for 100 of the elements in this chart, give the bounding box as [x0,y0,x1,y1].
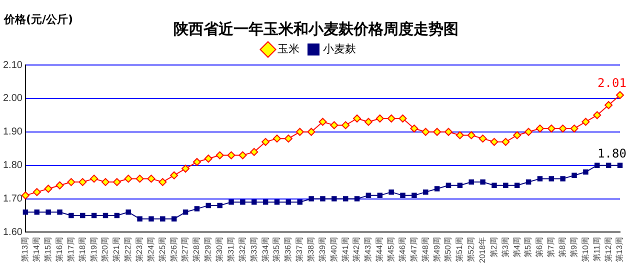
y-tick-label: 1.70 [2,194,23,205]
point [160,216,166,222]
x-tick-label: 第4周 [512,237,522,258]
point [34,210,40,215]
x-tick-label: 2018年 [478,237,487,263]
point [537,176,543,182]
point [513,131,522,140]
point [604,101,613,110]
point [182,210,188,215]
point [274,199,280,205]
x-tick-label: 第3周 [500,237,510,258]
x-tick-label: 第46周 [398,237,407,262]
x-tick-label: 第2周 [489,237,498,258]
point [583,169,588,175]
point [90,174,98,183]
x-tick-label: 第31周 [226,237,236,262]
y-tick-label: 1.90 [2,126,23,138]
point [456,131,464,140]
point [91,212,97,218]
x-tick-label: 第19周 [89,237,98,262]
x-tick-label: 第33周 [249,237,258,262]
point [114,212,120,218]
x-tick-label: 第18周 [78,237,87,262]
point [490,138,498,146]
point [467,131,476,140]
point [364,118,372,126]
x-tick-label: 第44周 [375,237,384,262]
point [606,162,612,168]
x-tick-label: 第28周 [192,237,202,262]
point [68,212,74,218]
data-label: 2.01 [598,76,626,90]
x-tick-label: 第9周 [569,237,578,258]
point [572,172,577,178]
x-tick-label: 第45周 [386,237,396,262]
point [366,192,372,198]
point [593,111,602,120]
point [67,178,76,186]
x-tick-label: 第30周 [215,237,224,262]
x-tick-label: 第51周 [455,237,464,262]
point [44,184,52,193]
x-tick-label: 第13周 [20,237,30,262]
x-tick-label: 第27周 [180,237,190,262]
x-tick-label: 第49周 [432,237,442,262]
point [423,189,428,195]
point [560,176,566,182]
point [238,151,247,160]
point [80,212,86,218]
point [194,206,200,212]
point [342,121,350,130]
point [217,202,222,208]
point [206,202,212,208]
point [296,128,304,136]
y-tick-label: 1.60 [2,226,23,238]
x-tick-label: 第40周 [329,237,338,262]
point [297,199,302,205]
point [514,182,520,188]
point [376,114,384,123]
point [377,192,383,198]
x-tick-label: 第23周 [135,237,144,262]
point [446,182,452,188]
x-tick-label: 第21周 [112,237,122,262]
point [524,128,533,136]
point [594,162,600,168]
x-tick-label: 第25周 [158,237,167,262]
point [478,134,487,143]
x-tick-label: 第34周 [260,237,270,262]
point [307,128,316,136]
point [502,138,510,146]
x-tick-label: 第37周 [295,237,304,262]
point [468,179,474,185]
x-tick-label: 第22周 [124,237,133,262]
x-tick-label: 第15周 [44,237,53,262]
point [433,128,442,136]
point [192,158,201,166]
x-tick-label: 第7周 [546,237,556,258]
point [102,212,108,218]
y-tick-label: 2.00 [2,93,23,104]
point [320,196,326,202]
x-tick-label: 第35周 [272,237,282,262]
data-label: 1.80 [598,146,626,160]
x-tick-label: 第50周 [444,237,453,262]
x-tick-label: 第16周 [54,237,64,262]
x-tick-label: 第41周 [340,237,350,262]
point [170,171,178,180]
point [457,182,463,188]
x-tick-label: 第47周 [409,237,418,262]
point [136,174,144,183]
point [32,188,41,196]
x-tick-label: 第38周 [306,237,316,262]
point [558,124,567,133]
point [444,128,452,136]
legend-label: 小麦麸 [323,42,356,56]
x-tick-label: 第52周 [466,237,476,262]
point [227,151,236,160]
point [204,154,212,163]
point [262,138,270,146]
point [400,192,406,198]
point [240,199,246,205]
point [262,199,268,205]
x-tick-label: 第39周 [318,237,327,262]
